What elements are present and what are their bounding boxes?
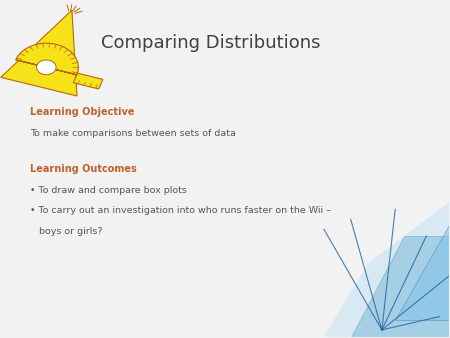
Polygon shape	[351, 236, 449, 337]
Text: boys or girls?: boys or girls?	[30, 226, 103, 236]
Text: Comparing Distributions: Comparing Distributions	[101, 34, 321, 52]
Polygon shape	[324, 196, 450, 337]
Polygon shape	[73, 73, 103, 89]
Text: Learning Outcomes: Learning Outcomes	[30, 164, 137, 174]
Polygon shape	[36, 60, 56, 75]
Polygon shape	[1, 10, 77, 96]
Polygon shape	[395, 209, 450, 320]
Text: • To carry out an investigation into who runs faster on the Wii –: • To carry out an investigation into who…	[30, 207, 331, 215]
Text: Learning Objective: Learning Objective	[30, 107, 135, 117]
Text: To make comparisons between sets of data: To make comparisons between sets of data	[30, 129, 236, 138]
Text: • To draw and compare box plots: • To draw and compare box plots	[30, 186, 187, 195]
Polygon shape	[16, 43, 78, 75]
